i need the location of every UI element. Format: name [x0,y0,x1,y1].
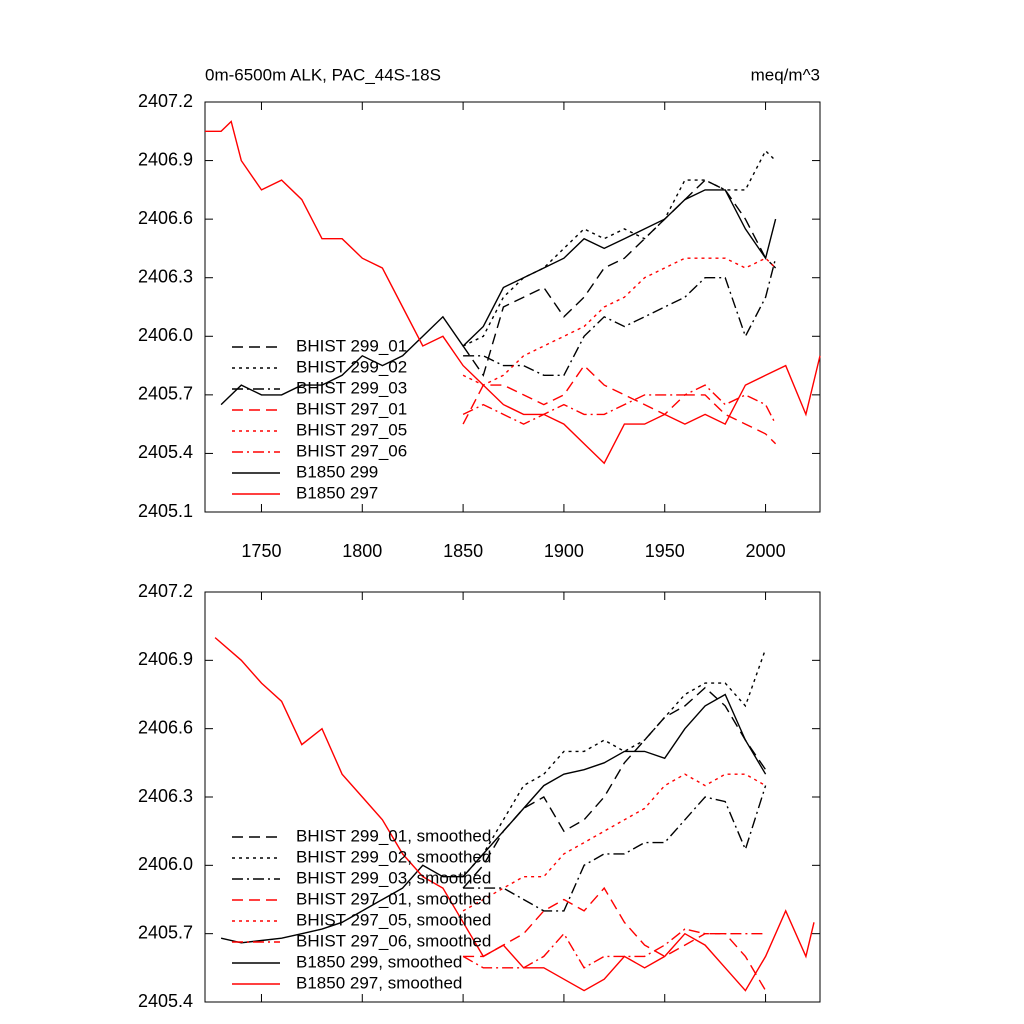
series-line [463,258,777,376]
y-tick-label: 2407.2 [138,91,193,111]
x-tick-label: 1950 [645,541,685,561]
y-units: meq/m^3 [751,65,820,84]
legend-label: BHIST 297_06 [296,441,407,460]
series-line [462,648,767,878]
x-tick-label: 1750 [241,541,281,561]
series-line [463,886,767,991]
series-line [462,384,777,425]
series-line [463,785,767,912]
x-tick-label: 2000 [746,541,786,561]
legend-label: BHIST 297_05, smoothed [296,910,491,929]
legend-label: BHIST 299_01 [296,336,407,355]
legend-label: BHIST 299_02 [296,357,407,376]
series-line [205,120,821,465]
y-tick-label: 2406.3 [138,786,193,806]
y-tick-label: 2406.3 [138,266,193,286]
series-line [220,693,767,944]
series-line [462,257,777,386]
series-line [214,637,815,992]
legend-label: BHIST 297_01, smoothed [296,889,491,908]
y-tick-label: 2405.7 [138,384,193,404]
chart-title: 0m-6500m ALK, PAC_44S-18S [205,65,441,84]
legend-label: BHIST 299_03 [296,378,407,397]
legend-label: B1850 299 [296,462,378,481]
legend-label: BHIST 297_01 [296,399,407,418]
legend-label: BHIST 297_06, smoothed [296,931,491,950]
y-tick-label: 2406.9 [138,149,193,169]
y-tick-label: 2406.0 [138,854,193,874]
plot-frame [204,101,821,513]
series-line [220,189,777,406]
y-tick-label: 2406.9 [138,649,193,669]
series-line [462,179,777,377]
series-line [462,149,777,347]
legend-label: BHIST 299_03, smoothed [296,868,491,887]
series-line [462,773,766,912]
series-line [462,364,777,445]
x-tick-label: 1800 [342,541,382,561]
legend-label: B1850 297, smoothed [296,973,462,992]
y-tick-label: 2406.6 [138,717,193,737]
legend-label: B1850 299, smoothed [296,952,462,971]
y-tick-label: 2406.6 [138,208,193,228]
series-line [462,686,767,889]
series-line [462,928,766,969]
y-tick-label: 2405.1 [138,501,193,521]
legend-label: BHIST 299_02, smoothed [296,847,491,866]
y-tick-label: 2407.2 [138,581,193,601]
legend-label: BHIST 299_01, smoothed [296,826,491,845]
y-tick-label: 2405.4 [138,442,193,462]
x-tick-label: 1850 [443,541,483,561]
y-tick-label: 2405.4 [138,991,193,1011]
legend-label: B1850 297 [296,483,378,502]
legend-label: BHIST 297_05 [296,420,407,439]
x-tick-label: 1900 [544,541,584,561]
y-tick-label: 2405.7 [138,922,193,942]
y-tick-label: 2406.0 [138,325,193,345]
